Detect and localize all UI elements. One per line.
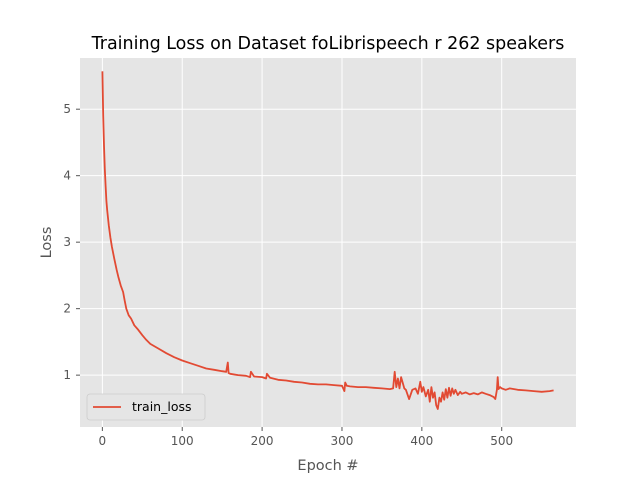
- y-tick-label: 4: [63, 169, 71, 183]
- axis-ticks: 0 100 200 300 400 500 1 2 3 4 5: [63, 102, 513, 448]
- x-tick-label: 400: [410, 434, 433, 448]
- x-tick-label: 200: [251, 434, 274, 448]
- series-line-train-loss: [101, 71, 554, 410]
- y-tick-label: 1: [63, 368, 71, 382]
- x-tick-label: 0: [99, 434, 107, 448]
- x-tick-label: 500: [490, 434, 513, 448]
- legend-label-train-loss: train_loss: [132, 399, 192, 414]
- chart-title: Training Loss on Dataset foLibrispeech r…: [91, 34, 565, 54]
- legend: train_loss: [86, 393, 206, 421]
- x-tick-label: 100: [171, 434, 194, 448]
- y-axis-label: Loss: [39, 227, 55, 259]
- series-lines: [101, 71, 554, 410]
- x-tick-label: 300: [331, 434, 354, 448]
- legend-box: [86, 393, 206, 421]
- x-axis-label: Epoch #: [297, 458, 358, 474]
- y-tick-label: 2: [63, 302, 71, 316]
- gridlines: [80, 58, 576, 427]
- y-tick-label: 3: [63, 235, 71, 249]
- y-tick-label: 5: [63, 102, 71, 116]
